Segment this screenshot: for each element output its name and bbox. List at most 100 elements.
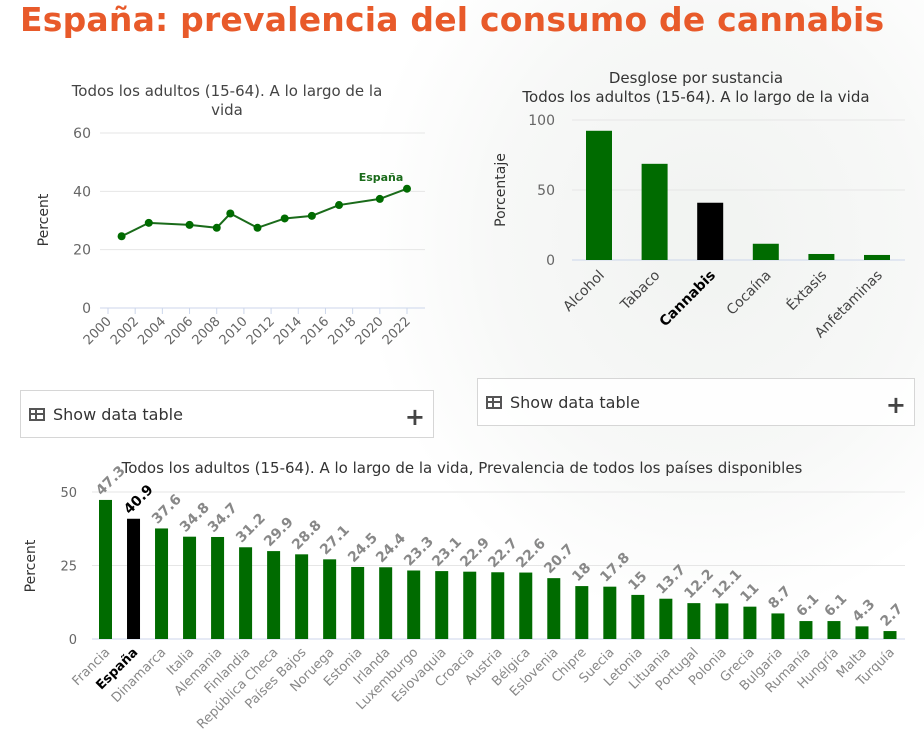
data-point <box>212 223 221 232</box>
data-label: 15 <box>625 569 650 594</box>
bar <box>351 566 365 639</box>
bar <box>379 567 393 639</box>
bar <box>183 536 197 639</box>
bar-cocaína <box>752 243 779 260</box>
x-tick-label: 2004 <box>135 314 169 348</box>
bar <box>659 598 673 639</box>
data-label: 8.7 <box>765 583 794 612</box>
bar-tabaco <box>641 163 668 260</box>
bar <box>687 603 701 639</box>
y-tick-label: 40 <box>73 184 91 200</box>
bar <box>239 547 253 639</box>
y-tick-label: 0 <box>69 633 77 648</box>
x-tick-label: 2018 <box>325 314 359 348</box>
series-line <box>121 187 408 238</box>
x-tick-label: 2010 <box>217 314 251 348</box>
x-tick-label: 2002 <box>108 314 142 348</box>
table-icon <box>29 407 45 421</box>
show-data-table-label: Show data table <box>53 404 183 424</box>
page-title: España: prevalencia del consumo de canna… <box>20 0 885 39</box>
bar <box>491 572 505 639</box>
bar <box>99 499 112 639</box>
bar <box>547 578 561 639</box>
plus-icon[interactable]: + <box>404 402 425 431</box>
data-point <box>280 214 289 223</box>
series-label: España <box>359 171 404 184</box>
y-tick-label: 50 <box>537 183 555 199</box>
data-label: 4.3 <box>849 596 878 625</box>
x-tick-label: Éxtasis <box>783 267 830 314</box>
data-label: 11 <box>737 580 762 605</box>
x-tick-label: Cannabis <box>657 268 719 330</box>
data-label: 2.7 <box>878 601 907 630</box>
bar <box>883 631 897 639</box>
data-point <box>185 220 194 229</box>
y-axis-label: Percent <box>36 193 52 246</box>
bar <box>771 613 785 639</box>
bar <box>855 626 869 639</box>
bar <box>127 518 141 639</box>
data-point <box>226 209 235 218</box>
y-tick-label: 0 <box>546 253 555 269</box>
x-tick-label: Cocaína <box>724 268 775 319</box>
x-tick-label: 2016 <box>298 314 332 348</box>
bar-éxtasis <box>808 253 835 260</box>
bar <box>715 603 729 639</box>
x-tick-label: 2006 <box>162 314 196 348</box>
chart2-title: Desglose por sustancia <box>609 69 783 87</box>
y-tick-label: 60 <box>73 126 91 142</box>
y-tick-label: 20 <box>73 243 91 259</box>
y-tick-label: 0 <box>82 301 91 317</box>
x-tick-label: 2020 <box>353 314 387 348</box>
chart1-title-line2: vida <box>211 101 243 119</box>
x-tick-label: 2014 <box>271 314 305 348</box>
show-data-table-label: Show data table <box>510 392 640 412</box>
data-point <box>307 211 316 220</box>
bar <box>603 586 617 639</box>
data-point <box>403 184 411 193</box>
data-point <box>253 223 262 232</box>
data-label: 23.1 <box>429 534 465 570</box>
x-tick-label: 2012 <box>244 314 278 348</box>
chart1-title-line1: Todos los adultos (15-64). A lo largo de… <box>71 82 383 100</box>
y-axis-label: Porcentaje <box>493 153 509 227</box>
data-label: 34.7 <box>205 500 241 536</box>
bar <box>211 536 225 639</box>
table-icon <box>486 395 502 409</box>
bar <box>575 586 589 639</box>
x-tick-label: 2008 <box>190 314 224 348</box>
data-label: 6.1 <box>821 591 850 620</box>
data-point <box>335 201 344 210</box>
x-tick-label: 2022 <box>380 314 414 348</box>
data-point <box>375 194 384 203</box>
bar-alcohol <box>586 130 612 260</box>
bar <box>799 621 813 639</box>
chart2-subtitle: Todos los adultos (15-64). A lo largo de… <box>521 88 869 106</box>
background-map <box>380 0 924 600</box>
data-label: 23.3 <box>401 534 437 570</box>
bar <box>155 528 169 639</box>
data-point <box>144 218 153 227</box>
plus-icon[interactable]: + <box>885 390 906 419</box>
bar-anfetaminas <box>864 254 890 260</box>
bar <box>435 571 449 639</box>
bar-cannabis <box>697 202 724 260</box>
data-label: 6.1 <box>793 591 822 620</box>
y-tick-label: 100 <box>528 113 555 129</box>
y-tick-label: 50 <box>60 486 77 501</box>
x-tick-label: 2000 <box>81 314 115 348</box>
bar <box>827 621 841 639</box>
bar <box>267 551 281 639</box>
x-tick-label: Alcohol <box>560 268 607 315</box>
bar <box>407 570 421 639</box>
show-data-table-button-1[interactable]: Show data table + <box>20 390 434 438</box>
y-axis-label: Percent <box>23 539 39 592</box>
data-point <box>117 232 126 241</box>
bar <box>743 606 757 639</box>
bar <box>631 594 645 639</box>
bar <box>295 554 309 639</box>
show-data-table-button-2[interactable]: Show data table + <box>477 378 915 426</box>
bar <box>519 572 533 639</box>
chart3-title: Todos los adultos (15-64). A lo largo de… <box>121 459 803 477</box>
